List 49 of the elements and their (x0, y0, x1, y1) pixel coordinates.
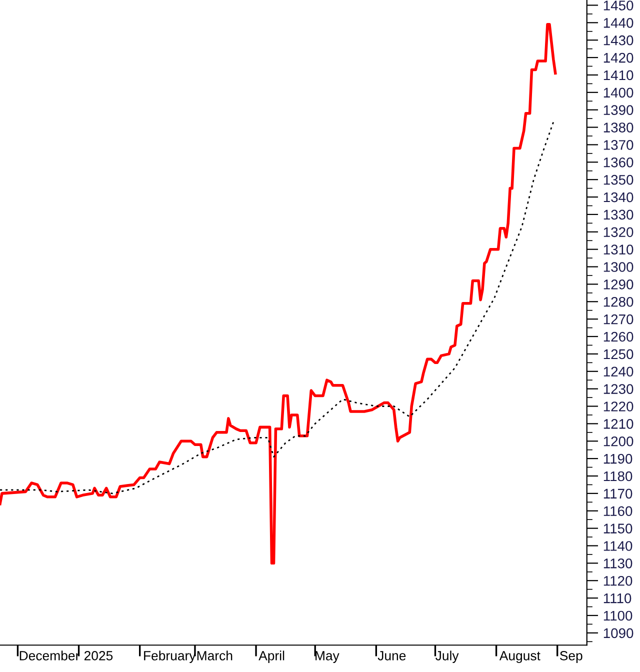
y-tick-label: 1430 (604, 35, 634, 46)
y-tick-label: 1210 (604, 419, 634, 429)
y-tick-label: 1100 (604, 610, 632, 621)
y-tick-label: 1330 (604, 210, 634, 220)
x-tick-label: June (378, 651, 406, 660)
y-tick-label: 1120 (604, 576, 632, 586)
x-tick-label: March (197, 650, 232, 660)
y-tick-label: 1260 (604, 332, 634, 342)
y-tick-label: 1160 (604, 506, 632, 516)
y-tick-label: 1280 (604, 296, 634, 307)
y-tick-label: 1110 (604, 593, 632, 604)
y-tick-label: 1320 (604, 227, 634, 238)
y-tick-label: 1270 (604, 314, 634, 324)
x-tick-label: April (258, 650, 284, 663)
line-series (0, 121, 554, 494)
y-tick-label: 1250 (604, 349, 634, 360)
y-tick-label: 1350 (604, 174, 634, 185)
y-tick-label: 1150 (604, 524, 632, 534)
y-tick-label: 1380 (604, 122, 634, 132)
y-tick-label: 1310 (604, 244, 634, 254)
y-tick-label: 1230 (604, 384, 634, 394)
y-tick-label: 1140 (604, 541, 632, 551)
y-tick-label: 1300 (604, 262, 634, 272)
x-tick-label: February (144, 650, 196, 663)
line-series (0, 23, 557, 565)
y-tick-label: 1390 (604, 105, 634, 116)
y-tick-label: 1190 (604, 454, 632, 464)
x-tick-label: July (436, 650, 459, 663)
y-tick-label: 1400 (604, 88, 634, 98)
x-tick-label: Sep (560, 651, 582, 663)
y-tick-label: 1170 (604, 488, 632, 499)
y-tick-label: 1410 (604, 70, 634, 80)
y-tick-label: 1340 (604, 192, 634, 202)
y-tick-label: 1200 (604, 436, 634, 446)
y-tick-label: 1220 (604, 402, 634, 412)
x-tick-label: 2025 (84, 651, 113, 660)
x-tick-label: December (20, 650, 80, 660)
y-tick-label: 1180 (604, 471, 632, 482)
y-tick-label: 1360 (604, 157, 634, 168)
x-tick-label: May (316, 651, 340, 663)
x-tick-label: August (499, 651, 540, 663)
y-tick-label: 1240 (604, 366, 634, 377)
y-tick-label: 1290 (604, 280, 634, 290)
y-tick-label: 1370 (604, 140, 634, 150)
y-tick-label: 1090 (604, 628, 634, 638)
y-tick-label: 1440 (604, 18, 634, 28)
y-tick-label: 1130 (604, 558, 632, 568)
y-tick-label: 1450 (604, 0, 634, 10)
y-tick-label: 1420 (604, 52, 634, 63)
